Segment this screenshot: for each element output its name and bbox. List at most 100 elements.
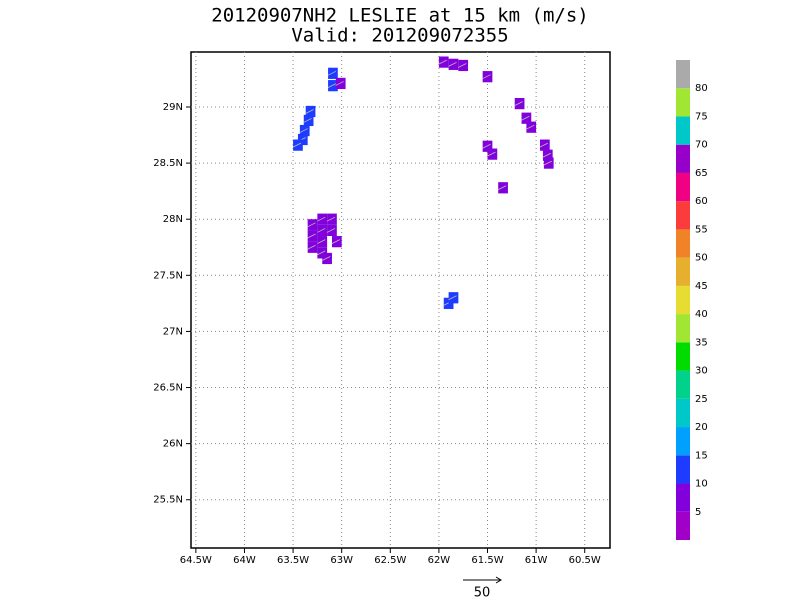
y-tick-label: 27.5N (153, 270, 183, 281)
colorbar-label: 70 (695, 140, 708, 151)
wind-cell (498, 182, 508, 194)
colorbar-label: 65 (695, 168, 708, 179)
wind-barb (458, 63, 467, 68)
wind-cell (482, 71, 493, 83)
colorbar-label: 50 (695, 253, 708, 264)
wind-barb (539, 142, 549, 148)
x-tick-label: 62W (428, 555, 451, 566)
wind-cell (438, 56, 449, 68)
wind-cell (327, 213, 337, 225)
wind-cell (317, 236, 328, 248)
wind-barb (292, 142, 302, 148)
colorbar-label: 75 (695, 111, 708, 122)
colorbar-swatch (676, 172, 690, 202)
wind-barb (321, 256, 331, 261)
wind-cell (521, 112, 532, 124)
y-tick-label: 29N (163, 102, 183, 113)
colorbar-swatch (676, 427, 690, 456)
colorbar-swatch (676, 229, 690, 258)
wind-barb (521, 115, 530, 121)
wind-barb (317, 216, 326, 222)
x-tick-label: 64W (233, 555, 256, 566)
wind-cell (448, 58, 459, 70)
colorbar-swatch (676, 342, 690, 371)
wind-cell (331, 236, 342, 248)
reference-label: 50 (474, 586, 491, 600)
colorbar-label: 80 (695, 83, 708, 94)
chart-title: 20120907NH2 LESLIE at 15 km (m/s) (211, 5, 589, 27)
wind-cell (540, 139, 550, 151)
colorbar-label: 30 (695, 366, 708, 377)
x-tick-label: 63W (330, 555, 353, 566)
y-tick-label: 28N (163, 214, 183, 225)
wind-barb (542, 152, 551, 158)
colorbar-label: 20 (695, 422, 708, 433)
wind-barb (438, 59, 447, 65)
wind-barb (317, 228, 326, 233)
wind-barb (497, 185, 507, 191)
wind-barb (317, 239, 326, 245)
wind-barb (299, 128, 308, 133)
wind-barb (317, 250, 326, 256)
colorbar-swatch (676, 314, 690, 343)
wind-barb (331, 239, 341, 245)
wind-cell (317, 213, 328, 225)
wind-barb (327, 70, 337, 76)
x-tick-label: 61.5W (471, 555, 503, 566)
colorbar-swatch (676, 285, 690, 315)
colorbar-swatch (676, 455, 690, 484)
wind-barb (307, 233, 316, 239)
y-tick-label: 28.5N (153, 158, 183, 169)
colorbar-label: 55 (695, 224, 708, 235)
colorbar-swatch (676, 201, 690, 230)
y-tick-label: 25.5N (153, 495, 183, 506)
plot-frame (190, 51, 611, 549)
y-tick-label: 27N (163, 326, 183, 337)
colorbar-swatch (676, 60, 690, 89)
wind-cell (299, 124, 310, 137)
wind-cell (448, 292, 459, 304)
wind-barb (326, 216, 336, 222)
wind-barb (303, 118, 312, 123)
wind-barb (526, 124, 535, 130)
wind-cell (303, 114, 314, 127)
x-tick-label: 62.5W (374, 555, 406, 566)
wind-cell (293, 139, 303, 151)
wind-cell (514, 98, 525, 110)
wind-cell (542, 149, 553, 161)
wind-cell (482, 140, 493, 152)
x-tick-label: 63.5W (277, 555, 309, 566)
wind-barb (482, 74, 491, 80)
wind-barb (307, 222, 316, 228)
wind-cell (322, 252, 332, 265)
wind-barb (448, 61, 457, 67)
wind-cell (317, 224, 328, 237)
x-tick-label: 60.5W (569, 555, 601, 566)
colorbar-label: 45 (695, 281, 708, 292)
colorbar-swatch (676, 144, 690, 173)
colorbar-label: 25 (695, 394, 708, 405)
wind-barb (335, 81, 344, 86)
colorbar-label: 60 (695, 196, 708, 207)
colorbar-swatch (676, 88, 690, 117)
wind-cell (327, 224, 337, 237)
wind-cell (328, 67, 338, 79)
wind-cell (458, 59, 469, 72)
colorbar-swatch (676, 398, 690, 428)
wind-cell (305, 105, 316, 118)
wind-cell (526, 121, 537, 133)
x-tick-label: 61W (525, 555, 548, 566)
wind-cell (487, 148, 498, 160)
y-tick-label: 26.5N (153, 383, 183, 394)
wind-barb (487, 151, 496, 157)
colorbar-label: 15 (695, 450, 708, 461)
wind-cell (335, 77, 346, 90)
y-tick-label: 26N (163, 439, 183, 450)
chart-subtitle: Valid: 201209072355 (291, 25, 508, 47)
wind-barb (305, 109, 314, 114)
colorbar-label: 40 (695, 309, 708, 320)
reference-arrow-head (495, 576, 502, 584)
wind-barb (514, 101, 523, 106)
wind-barb (326, 228, 336, 233)
colorbar-label: 35 (695, 337, 708, 348)
